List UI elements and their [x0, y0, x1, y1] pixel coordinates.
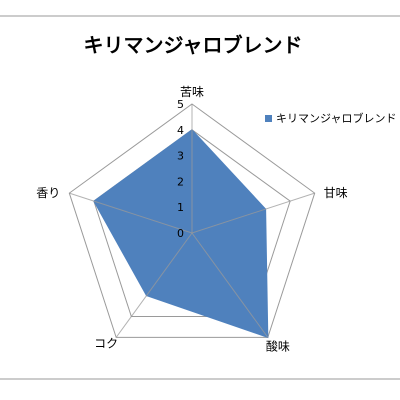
- tick-label-0: 0: [177, 227, 184, 240]
- legend-swatch: [265, 115, 272, 122]
- axis-spoke-1: [191, 192, 315, 234]
- category-label-4: 香り: [36, 186, 60, 200]
- grid-ring-5: [68, 103, 316, 338]
- axis-spoke-3: [115, 232, 193, 338]
- category-label-3: コク: [94, 336, 118, 350]
- category-label-1: 甘味: [324, 186, 348, 200]
- series-area-0: [93, 129, 269, 339]
- axis-spoke-4: [69, 192, 193, 234]
- chart-title: キリマンジャロブレンド: [84, 33, 303, 57]
- tick-label-3: 3: [177, 150, 184, 163]
- tick-label-4: 4: [177, 124, 184, 137]
- category-label-2: 酸味: [266, 338, 290, 353]
- legend: キリマンジャロブレンド: [265, 111, 396, 125]
- category-label-0: 苦味: [180, 85, 204, 99]
- radar-axes: [69, 104, 315, 338]
- tick-label-2: 2: [177, 175, 184, 188]
- radar-tick-labels: 0 1 2 3 4 5: [177, 98, 184, 240]
- tick-label-5: 5: [177, 98, 184, 111]
- tick-label-1: 1: [177, 201, 184, 214]
- axis-spoke-2: [191, 232, 269, 338]
- legend-label: キリマンジャロブレンド: [276, 111, 396, 125]
